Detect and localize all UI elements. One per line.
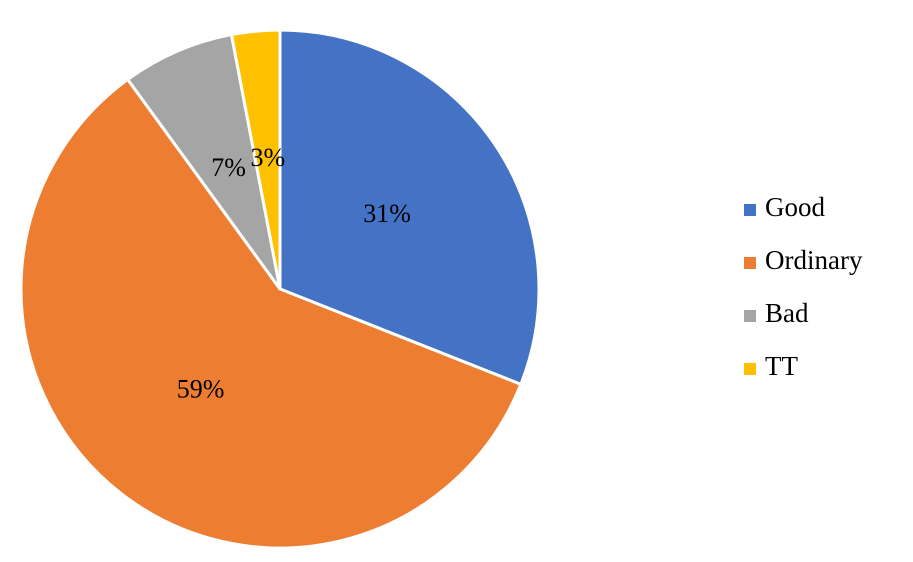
- legend-swatch: [744, 310, 756, 322]
- pie-slice: [125, 32, 282, 290]
- legend-label: Bad: [765, 298, 809, 328]
- legend-swatch: [744, 363, 756, 375]
- legend-label: Ordinary: [765, 245, 863, 275]
- legend-label: Good: [765, 192, 825, 222]
- pie-slice: [278, 28, 541, 387]
- pie-slice: [19, 77, 523, 550]
- value-label: 59%: [177, 374, 225, 403]
- value-label: 7%: [211, 153, 246, 182]
- pie-slice: [229, 28, 282, 290]
- legend-swatch: [744, 204, 756, 216]
- value-label: 3%: [250, 143, 285, 172]
- legend-swatch: [744, 257, 756, 269]
- legend-label: TT: [765, 351, 798, 381]
- value-label: 31%: [363, 199, 411, 228]
